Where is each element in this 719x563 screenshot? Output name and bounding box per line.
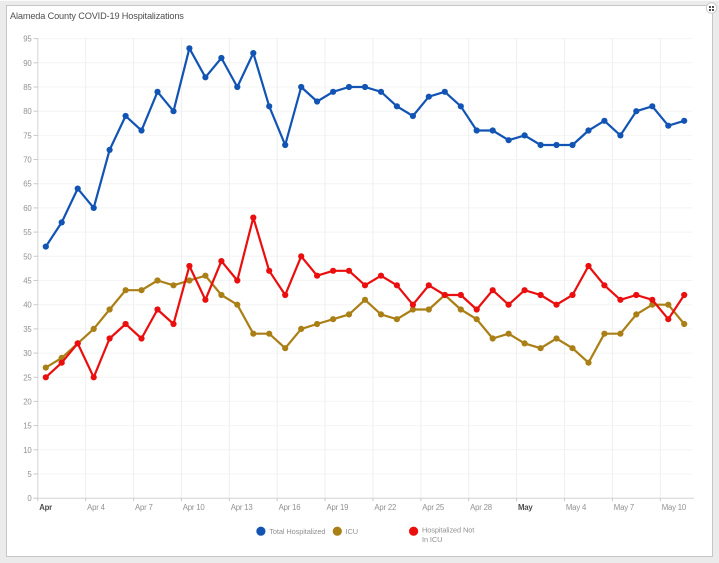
svg-text:ICU: ICU bbox=[346, 527, 358, 536]
svg-text:40: 40 bbox=[23, 301, 32, 310]
svg-text:85: 85 bbox=[23, 83, 32, 92]
svg-text:Apr 19: Apr 19 bbox=[327, 503, 349, 512]
svg-text:25: 25 bbox=[23, 373, 32, 382]
svg-text:50: 50 bbox=[23, 252, 32, 261]
svg-text:Apr 4: Apr 4 bbox=[87, 503, 105, 512]
svg-text:10: 10 bbox=[23, 446, 32, 455]
svg-text:90: 90 bbox=[23, 59, 32, 68]
svg-text:35: 35 bbox=[23, 325, 32, 334]
svg-text:Apr 16: Apr 16 bbox=[279, 503, 301, 512]
svg-text:May 4: May 4 bbox=[566, 503, 587, 512]
svg-text:65: 65 bbox=[23, 180, 32, 189]
svg-text:May 7: May 7 bbox=[614, 503, 634, 512]
svg-text:Apr 25: Apr 25 bbox=[422, 503, 445, 512]
svg-text:Apr 7: Apr 7 bbox=[135, 503, 153, 512]
svg-text:15: 15 bbox=[23, 422, 32, 431]
svg-text:70: 70 bbox=[23, 156, 32, 165]
svg-text:55: 55 bbox=[23, 228, 32, 237]
svg-text:60: 60 bbox=[23, 204, 32, 213]
svg-text:45: 45 bbox=[23, 277, 32, 286]
svg-text:Apr: Apr bbox=[39, 503, 52, 512]
svg-text:95: 95 bbox=[23, 35, 32, 44]
svg-text:May: May bbox=[518, 503, 533, 512]
svg-text:Apr 28: Apr 28 bbox=[470, 503, 492, 512]
svg-text:Total Hospitalized: Total Hospitalized bbox=[269, 527, 325, 536]
svg-text:0: 0 bbox=[27, 494, 32, 503]
svg-text:30: 30 bbox=[23, 349, 32, 358]
svg-text:In ICU: In ICU bbox=[422, 535, 442, 544]
svg-text:20: 20 bbox=[23, 397, 32, 406]
svg-text:May 10: May 10 bbox=[662, 503, 687, 512]
svg-text:Apr 13: Apr 13 bbox=[231, 503, 253, 512]
svg-text:Hospitalized Not: Hospitalized Not bbox=[422, 526, 474, 535]
svg-text:5: 5 bbox=[27, 470, 32, 479]
svg-text:Apr 10: Apr 10 bbox=[183, 503, 206, 512]
svg-text:80: 80 bbox=[23, 107, 32, 116]
svg-text:75: 75 bbox=[23, 131, 32, 140]
svg-text:Apr 22: Apr 22 bbox=[374, 503, 396, 512]
